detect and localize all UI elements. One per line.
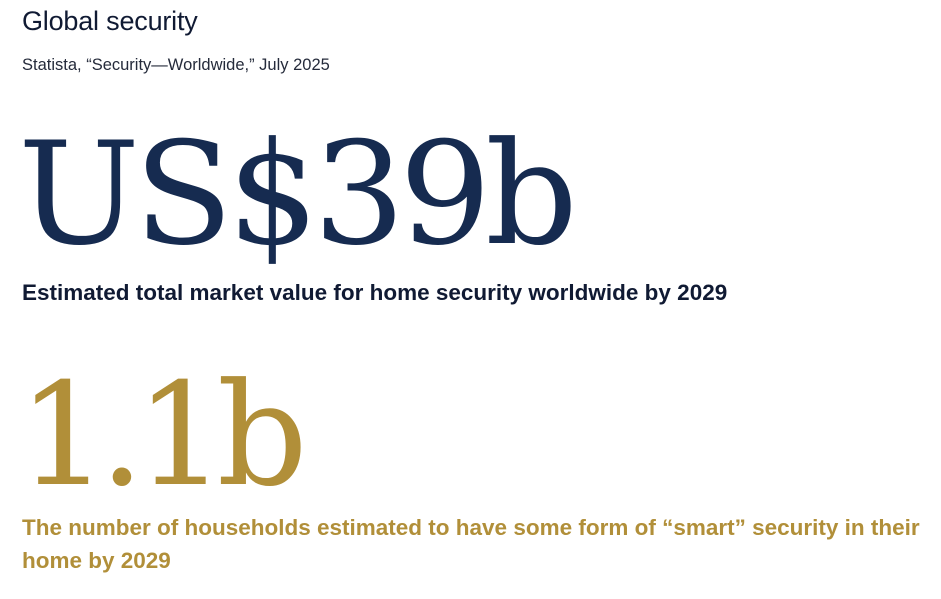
stat-description-households: The number of households estimated to ha… xyxy=(22,515,920,573)
section-title: Global security xyxy=(22,6,198,36)
stat-description-market: Estimated total market value for home se… xyxy=(22,280,728,305)
stat-value-market: US$39b xyxy=(18,112,578,277)
stat-value-households: 1.1b xyxy=(18,353,308,518)
source-citation: Statista, “Security—Worldwide,” July 202… xyxy=(22,56,330,74)
